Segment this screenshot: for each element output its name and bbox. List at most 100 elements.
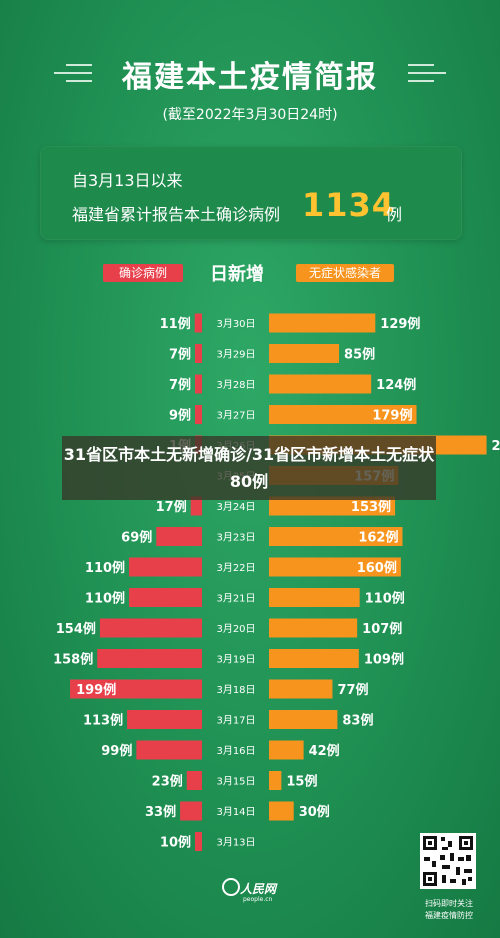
date-label: 3月23日 — [216, 532, 255, 544]
confirmed-bar — [99, 618, 202, 638]
date-label: 3月20日 — [216, 623, 255, 635]
legend-daily-new: 日新增 — [210, 264, 264, 285]
title-decoration — [408, 80, 434, 82]
date-label: 3月13日 — [216, 837, 255, 849]
asymptomatic-value-label: 30例 — [299, 804, 330, 820]
confirmed-bar — [195, 832, 202, 851]
confirmed-bar — [195, 405, 202, 424]
asymptomatic-value-label: 179例 — [372, 408, 412, 424]
date-label: 3月17日 — [216, 715, 255, 727]
confirmed-value-label: 154例 — [56, 621, 96, 637]
asymptomatic-value-label: 107例 — [362, 621, 402, 637]
confirmed-value-label: 69例 — [121, 530, 152, 546]
legend-confirmed: 确诊病例 — [103, 264, 183, 282]
confirmed-value-label: 23例 — [152, 774, 183, 790]
confirmed-value-label: 11例 — [160, 316, 191, 332]
logo-text: 人民网 — [240, 882, 277, 896]
confirmed-bar — [97, 649, 202, 668]
confirmed-bar — [180, 801, 202, 821]
confirmed-bar — [195, 374, 202, 394]
asymptomatic-bar — [269, 618, 358, 638]
confirmed-value-label: 9例 — [169, 408, 191, 424]
asymptomatic-value-label: 264例 — [492, 438, 500, 454]
title-decoration — [408, 72, 446, 74]
date-label: 3月24日 — [216, 501, 255, 513]
logo-icon — [222, 878, 240, 896]
confirmed-value-label: 10例 — [160, 835, 191, 851]
asymptomatic-bar — [269, 496, 396, 516]
asymptomatic-value-label: 77例 — [337, 682, 368, 698]
qr-caption-2: 福建疫情防控 — [425, 911, 473, 920]
asymptomatic-bar — [269, 771, 282, 790]
summary-card — [40, 146, 462, 240]
confirmed-value-label: 17例 — [156, 499, 187, 515]
logo-subtext: people.cn — [243, 896, 273, 903]
confirmed-bar — [129, 588, 202, 607]
asymptomatic-value-label: 124例 — [376, 377, 416, 393]
date-label: 3月16日 — [216, 745, 255, 757]
asymptomatic-bar — [269, 588, 360, 607]
asymptomatic-bar — [269, 740, 304, 760]
asymptomatic-bar — [269, 313, 376, 333]
confirmed-value-label: 113例 — [83, 713, 123, 729]
confirmed-value-label: 33例 — [145, 804, 176, 820]
asymptomatic-value-label: 109例 — [364, 652, 404, 668]
confirmed-value-label: 158例 — [53, 652, 93, 668]
asymptomatic-bar — [269, 374, 372, 394]
asymptomatic-value-label: 162例 — [358, 530, 398, 546]
date-label: 3月18日 — [216, 684, 255, 696]
confirmed-bar — [70, 679, 202, 699]
summary-cumulative-value: 1134 — [302, 186, 396, 224]
confirmed-value-label: 7例 — [169, 347, 191, 363]
confirmed-bar — [156, 527, 202, 546]
date-label: 3月15日 — [216, 776, 255, 788]
confirmed-value-label: 199例 — [76, 682, 116, 698]
date-label: 3月28日 — [216, 379, 255, 391]
summary-cumulative-label: 福建省累计报告本土确诊病例 — [72, 205, 281, 224]
date-label: 3月30日 — [216, 318, 255, 330]
title-decoration — [408, 64, 434, 66]
legend-asymptomatic: 无症状感染者 — [296, 264, 394, 282]
title-decoration — [66, 64, 92, 66]
qr-code-icon[interactable] — [420, 833, 476, 889]
asymptomatic-value-label: 129例 — [380, 316, 420, 332]
summary-cumulative-unit: 例 — [386, 205, 403, 224]
confirmed-bar — [129, 557, 202, 577]
asymptomatic-bar — [269, 344, 340, 363]
asymptomatic-value-label: 15例 — [286, 774, 317, 790]
date-label: 3月29日 — [216, 349, 255, 361]
date-label: 3月21日 — [216, 593, 255, 605]
asymptomatic-value-label: 85例 — [344, 347, 375, 363]
asymptomatic-bar — [269, 710, 338, 729]
summary-since: 自3月13日以来 — [72, 171, 183, 190]
page-subtitle: (截至2022年3月30日24时) — [162, 107, 338, 123]
asymptomatic-value-label: 83例 — [342, 713, 373, 729]
confirmed-value-label: 110例 — [85, 560, 125, 576]
asymptomatic-bar — [269, 405, 417, 424]
caption-overlay — [62, 436, 436, 500]
confirmed-bar — [136, 740, 202, 760]
page-title: 福建本土疫情简报 — [122, 60, 378, 95]
asymptomatic-value-label: 160例 — [357, 560, 397, 576]
asymptomatic-bar — [269, 649, 359, 668]
confirmed-bar — [186, 771, 202, 790]
title-decoration — [54, 72, 92, 74]
confirmed-bar — [195, 344, 202, 363]
confirmed-bar — [127, 710, 202, 729]
confirmed-bar — [190, 496, 202, 516]
confirmed-value-label: 99例 — [101, 743, 132, 759]
asymptomatic-bar — [269, 679, 333, 699]
confirmed-bar — [194, 313, 202, 333]
date-label: 3月14日 — [216, 806, 255, 818]
asymptomatic-value-label: 110例 — [365, 591, 405, 607]
asymptomatic-value-label: 42例 — [309, 743, 340, 759]
title-decoration — [66, 80, 92, 82]
caption-overlay-text: 31省区市本土无新增确诊/31省区市新增本土无症状80例 — [63, 445, 435, 491]
asymptomatic-bar — [269, 801, 294, 821]
date-label: 3月19日 — [216, 654, 255, 666]
confirmed-value-label: 110例 — [85, 591, 125, 607]
asymptomatic-value-label: 153例 — [351, 499, 391, 515]
date-label: 3月22日 — [216, 562, 255, 574]
date-label: 3月27日 — [216, 410, 255, 422]
